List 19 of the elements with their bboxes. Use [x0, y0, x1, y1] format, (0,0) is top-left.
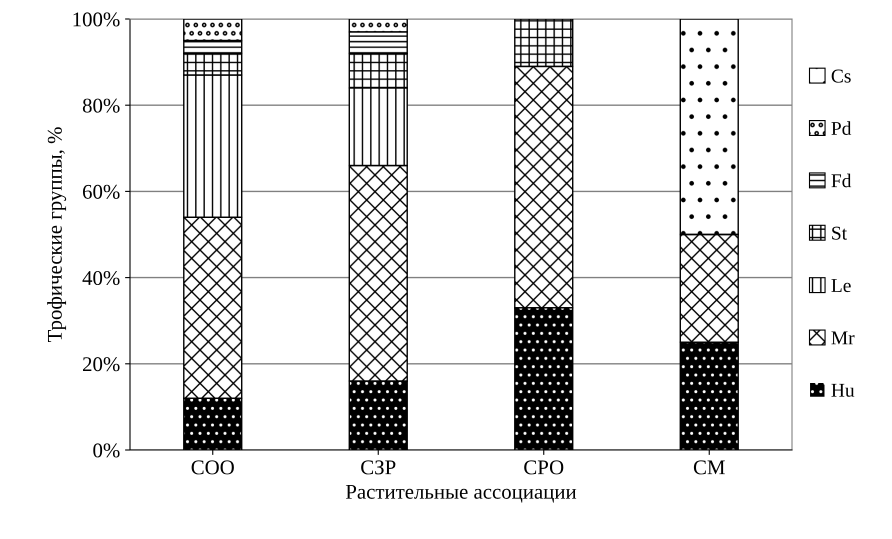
y-tick-label: 20% [83, 357, 120, 372]
legend-label: St [832, 226, 847, 240]
y-tick-label: 60% [82, 184, 120, 199]
x-axis-title: Растительные ассоциации [346, 484, 576, 503]
legend-label: Pd [831, 121, 852, 135]
x-tick-label: СЗР [361, 460, 396, 474]
y-tick-label: 0% [93, 443, 120, 458]
y-axis-title: Трофические группы, % [47, 127, 66, 342]
legend-label: Cs [832, 70, 851, 83]
x-tick-label: СМ [694, 460, 725, 474]
legend-label: Le [831, 279, 851, 292]
legend-label: Hu [831, 384, 854, 397]
y-tick-label: 40% [82, 270, 120, 286]
x-tick-label: СРО [524, 460, 564, 474]
legend-label: Fd [831, 174, 852, 188]
y-tick-label: 100% [74, 12, 120, 26]
x-tick-label: СОО [192, 460, 234, 474]
legend-label: Mr [831, 332, 854, 344]
y-tick-label: 80% [82, 98, 120, 113]
